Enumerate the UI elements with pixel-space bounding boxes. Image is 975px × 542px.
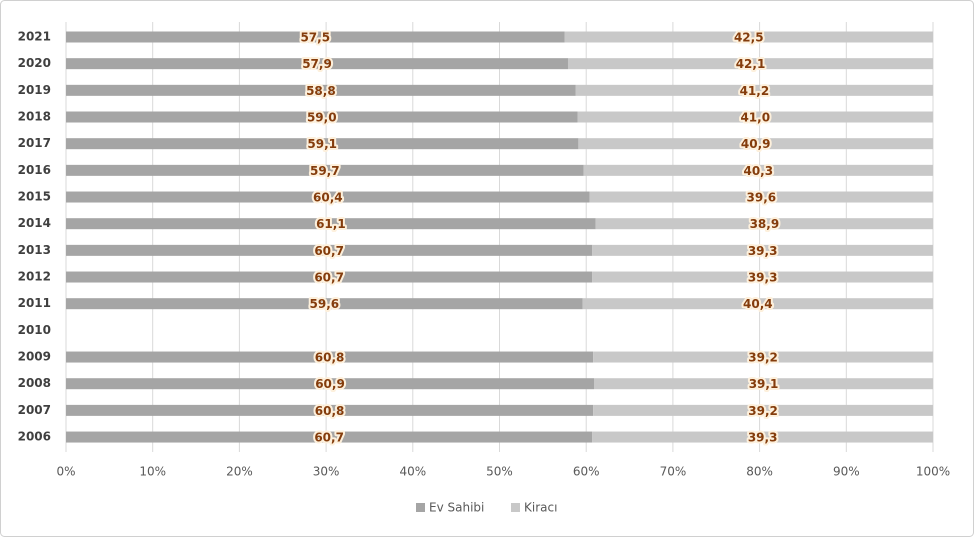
data-label: 39,6 (747, 191, 777, 205)
data-label: 59,0 (307, 111, 337, 125)
x-tick-label: 40% (399, 465, 426, 479)
data-label: 60,7 (314, 431, 344, 445)
bar-segment (592, 271, 933, 283)
x-tick-label: 0% (56, 465, 75, 479)
data-label: 40,9 (741, 137, 771, 151)
bar-segment (589, 191, 933, 203)
y-tick-label: 2011 (18, 296, 51, 310)
y-tick-label: 2013 (18, 243, 51, 257)
bar-segment (575, 84, 933, 96)
x-tick-label: 10% (139, 465, 166, 479)
bar-segment (582, 298, 933, 310)
bar-segment (595, 218, 933, 230)
data-label: 39,2 (748, 351, 778, 365)
x-tick-label: 60% (573, 465, 600, 479)
data-label: 58,8 (306, 84, 336, 98)
x-tick-label: 20% (226, 465, 253, 479)
data-label: 60,7 (314, 271, 344, 285)
bar-segment (66, 378, 595, 390)
y-tick-label: 2007 (18, 403, 51, 417)
bar-segment (567, 58, 933, 70)
bar-segment (66, 404, 594, 416)
y-tick-label: 2016 (18, 163, 51, 177)
data-label: 39,1 (749, 377, 779, 391)
x-tick-label: 30% (313, 465, 340, 479)
data-label: 59,7 (310, 164, 340, 178)
y-tick-label: 2015 (18, 190, 51, 204)
data-label: 57,9 (302, 57, 332, 71)
data-label: 60,9 (315, 377, 345, 391)
y-tick-label: 2010 (18, 323, 51, 337)
bar-segment (66, 31, 565, 43)
data-label: 60,7 (314, 244, 344, 258)
data-label: 59,6 (310, 297, 340, 311)
y-tick-label: 2018 (18, 110, 51, 124)
bar-segment (583, 164, 933, 176)
y-tick-label: 2009 (18, 350, 51, 364)
x-tick-label: 70% (660, 465, 687, 479)
data-label: 39,3 (748, 271, 778, 285)
data-label: 41,0 (740, 111, 770, 125)
legend-swatch (416, 503, 425, 512)
bar-segment (593, 351, 933, 363)
bar-segment (66, 431, 593, 443)
bar-segment (66, 84, 576, 96)
legend-swatch (511, 503, 520, 512)
legend-label: Kiracı (524, 501, 557, 515)
data-label: 39,3 (748, 244, 778, 258)
bar-segment (66, 58, 568, 70)
data-label: 42,1 (736, 57, 766, 71)
x-tick-label: 80% (746, 465, 773, 479)
bar-segment (66, 218, 596, 230)
data-label: 61,1 (316, 217, 346, 231)
data-label: 39,3 (748, 431, 778, 445)
bar-segment (592, 431, 933, 443)
y-tick-label: 2012 (18, 270, 51, 284)
data-label: 60,4 (313, 191, 343, 205)
legend-label: Ev Sahibi (429, 501, 484, 515)
bar-segment (594, 378, 933, 390)
bar-segment (593, 404, 933, 416)
data-label: 57,5 (300, 31, 330, 45)
x-tick-label: 50% (486, 465, 513, 479)
y-tick-label: 2021 (18, 30, 51, 44)
y-tick-label: 2014 (18, 216, 51, 230)
bar-segment (66, 138, 579, 150)
data-label: 59,1 (307, 137, 337, 151)
bar-segment (66, 298, 583, 310)
bar-segment (66, 271, 593, 283)
bar-segment (66, 191, 590, 203)
bar-segment (66, 111, 578, 123)
data-label: 39,2 (748, 404, 778, 418)
data-label: 42,5 (734, 31, 764, 45)
y-tick-label: 2008 (18, 376, 51, 390)
data-label: 40,3 (743, 164, 773, 178)
y-tick-label: 2019 (18, 83, 51, 97)
bar-segment (578, 138, 933, 150)
data-label: 38,9 (750, 217, 780, 231)
bar-segment (66, 351, 594, 363)
bar-segment (564, 31, 933, 43)
data-label: 40,4 (743, 297, 773, 311)
bar-segment (66, 164, 584, 176)
bar-segment (66, 244, 593, 256)
data-label: 60,8 (315, 351, 345, 365)
x-tick-label: 90% (833, 465, 860, 479)
bar-segment (592, 244, 933, 256)
data-label: 41,2 (740, 84, 770, 98)
y-tick-label: 2017 (18, 136, 51, 150)
data-label: 60,8 (315, 404, 345, 418)
bar-segment (577, 111, 933, 123)
x-tick-label: 100% (916, 465, 950, 479)
y-tick-label: 2006 (18, 430, 51, 444)
y-tick-label: 2020 (18, 56, 51, 70)
